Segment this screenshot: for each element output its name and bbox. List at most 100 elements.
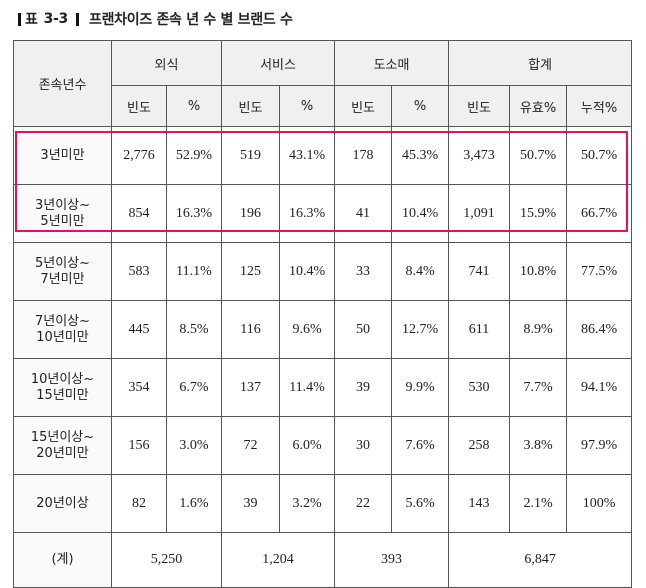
table-cell: 8.9% [509, 300, 568, 359]
row-label-line: 20년이상 [36, 495, 89, 511]
table-cell: 30 [334, 416, 393, 475]
table-cell: 9.6% [279, 300, 336, 359]
table-cell: 10.4% [279, 242, 336, 301]
table-cell: 66.7% [566, 184, 633, 243]
table-cell: 445 [111, 300, 167, 359]
table-cell: 2,776 [111, 126, 167, 185]
row-label-line: 7년미만 [40, 271, 85, 287]
subheader-cell: % [165, 85, 223, 127]
row-label: 10년이상~ 15년미만 [13, 358, 112, 417]
header-group-total: 합계 [448, 40, 633, 86]
table-row: 3년이상~ 5년미만 854 16.3% 196 16.3% 41 10.4% 1,091 15.… [13, 184, 633, 243]
table-cell: 6.0% [279, 416, 336, 475]
caption-prefix: 표 [25, 12, 38, 28]
table-cell: 137 [221, 358, 281, 417]
table-cell: 178 [334, 126, 393, 185]
table-row: 10년이상~ 15년미만 354 6.7% 137 11.4% 39 9.9% 530 7.7% 9… [13, 358, 633, 417]
table-cell: 7.6% [391, 416, 450, 475]
table-cell: 196 [221, 184, 281, 243]
subheader-cell: 누적% [566, 85, 633, 127]
header-row-label: 존속년수 [13, 40, 112, 127]
table-cell: 16.3% [279, 184, 336, 243]
row-label-line: 3년이상~ [34, 197, 91, 213]
table-cell: 39 [221, 474, 281, 533]
table-cell: 5.6% [391, 474, 450, 533]
table-cell: 583 [111, 242, 167, 301]
table-cell: 1,091 [448, 184, 511, 243]
subheader-cell: % [391, 85, 450, 127]
row-label: 15년이상~ 20년미만 [13, 416, 112, 475]
row-label: 20년이상 [13, 474, 112, 533]
table-cell: 3.0% [165, 416, 223, 475]
table-cell: 45.3% [391, 126, 450, 185]
table-row: 7년이상~ 10년미만 445 8.5% 116 9.6% 50 12.7% 611 8.9% 86… [13, 300, 633, 359]
table-cell: 39 [334, 358, 393, 417]
total-row: (계) 5,250 1,204 393 6,847 [13, 532, 633, 588]
table-cell: 12.7% [391, 300, 450, 359]
table-row: 15년이상~ 20년미만 156 3.0% 72 6.0% 30 7.6% 258 3.8% 97.… [13, 416, 633, 475]
table-cell: 72 [221, 416, 281, 475]
table-cell: 519 [221, 126, 281, 185]
franchise-duration-table: 존속년수 외식 서비스 도소매 합계 빈도 % 빈도 % 빈도 % 빈도 유효%… [13, 40, 633, 588]
table-cell: 52.9% [165, 126, 223, 185]
row-label: 3년이상~ 5년미만 [13, 184, 112, 243]
table-cell: 41 [334, 184, 393, 243]
row-label-line: 3년미만 [40, 147, 85, 163]
table-cell: 3.8% [509, 416, 568, 475]
table-caption: 표 3-3 프랜차이즈 존속 년 수 별 브랜드 수 [14, 8, 293, 30]
table-cell: 50.7% [509, 126, 568, 185]
table-cell: 86.4% [566, 300, 633, 359]
table-cell: 15.9% [509, 184, 568, 243]
row-label-line: 20년미만 [36, 445, 89, 461]
subheader-cell: 빈도 [221, 85, 281, 127]
table-cell: 7.7% [509, 358, 568, 417]
row-label: 5년이상~ 7년미만 [13, 242, 112, 301]
table-cell: 16.3% [165, 184, 223, 243]
table-cell: 9.9% [391, 358, 450, 417]
subheader-cell: % [279, 85, 336, 127]
table-cell: 354 [111, 358, 167, 417]
table-cell: 100% [566, 474, 633, 533]
row-label-line: 15년이상~ [30, 429, 95, 445]
table-cell: 6.7% [165, 358, 223, 417]
table-cell: 22 [334, 474, 393, 533]
subheader-cell: 빈도 [448, 85, 511, 127]
subheader-cell: 유효% [509, 85, 568, 127]
table-body: 3년미만 2,776 52.9% 519 43.1% 178 45.3% 3,473 50.7%… [13, 126, 633, 588]
table-row: 20년이상 82 1.6% 39 3.2% 22 5.6% 143 2.1% 100% [13, 474, 633, 533]
table-cell: 11.4% [279, 358, 336, 417]
table-cell: 8.5% [165, 300, 223, 359]
caption-bar-left [18, 12, 21, 26]
table-cell: 156 [111, 416, 167, 475]
table-cell: 97.9% [566, 416, 633, 475]
row-label: 3년미만 [13, 126, 112, 185]
subheader-cell: 빈도 [111, 85, 167, 127]
table-cell: 82 [111, 474, 167, 533]
table-cell: 611 [448, 300, 511, 359]
row-label: 7년이상~ 10년미만 [13, 300, 112, 359]
table-cell: 50.7% [566, 126, 633, 185]
row-label-line: 5년미만 [40, 213, 85, 229]
row-label-line: 15년미만 [36, 387, 89, 403]
total-service: 1,204 [221, 532, 336, 588]
table-cell: 143 [448, 474, 511, 533]
table-row: 5년이상~ 7년미만 583 11.1% 125 10.4% 33 8.4% 741 10.8% 7… [13, 242, 633, 301]
table-cell: 530 [448, 358, 511, 417]
row-label-line: 10년이상~ [30, 371, 95, 387]
table-cell: 258 [448, 416, 511, 475]
table-row: 3년미만 2,776 52.9% 519 43.1% 178 45.3% 3,473 50.7%… [13, 126, 633, 185]
row-label-line: 10년미만 [36, 329, 89, 345]
table-cell: 10.4% [391, 184, 450, 243]
table-cell: 8.4% [391, 242, 450, 301]
total-retail: 393 [334, 532, 450, 588]
table-cell: 94.1% [566, 358, 633, 417]
caption-bar-right [76, 12, 79, 26]
header-group-retail: 도소매 [334, 40, 450, 86]
total-all: 6,847 [448, 532, 633, 588]
header-group-service: 서비스 [221, 40, 336, 86]
table-cell: 125 [221, 242, 281, 301]
total-food: 5,250 [110, 532, 223, 588]
table-cell: 3.2% [279, 474, 336, 533]
table-cell: 10.8% [509, 242, 568, 301]
table-cell: 741 [448, 242, 511, 301]
